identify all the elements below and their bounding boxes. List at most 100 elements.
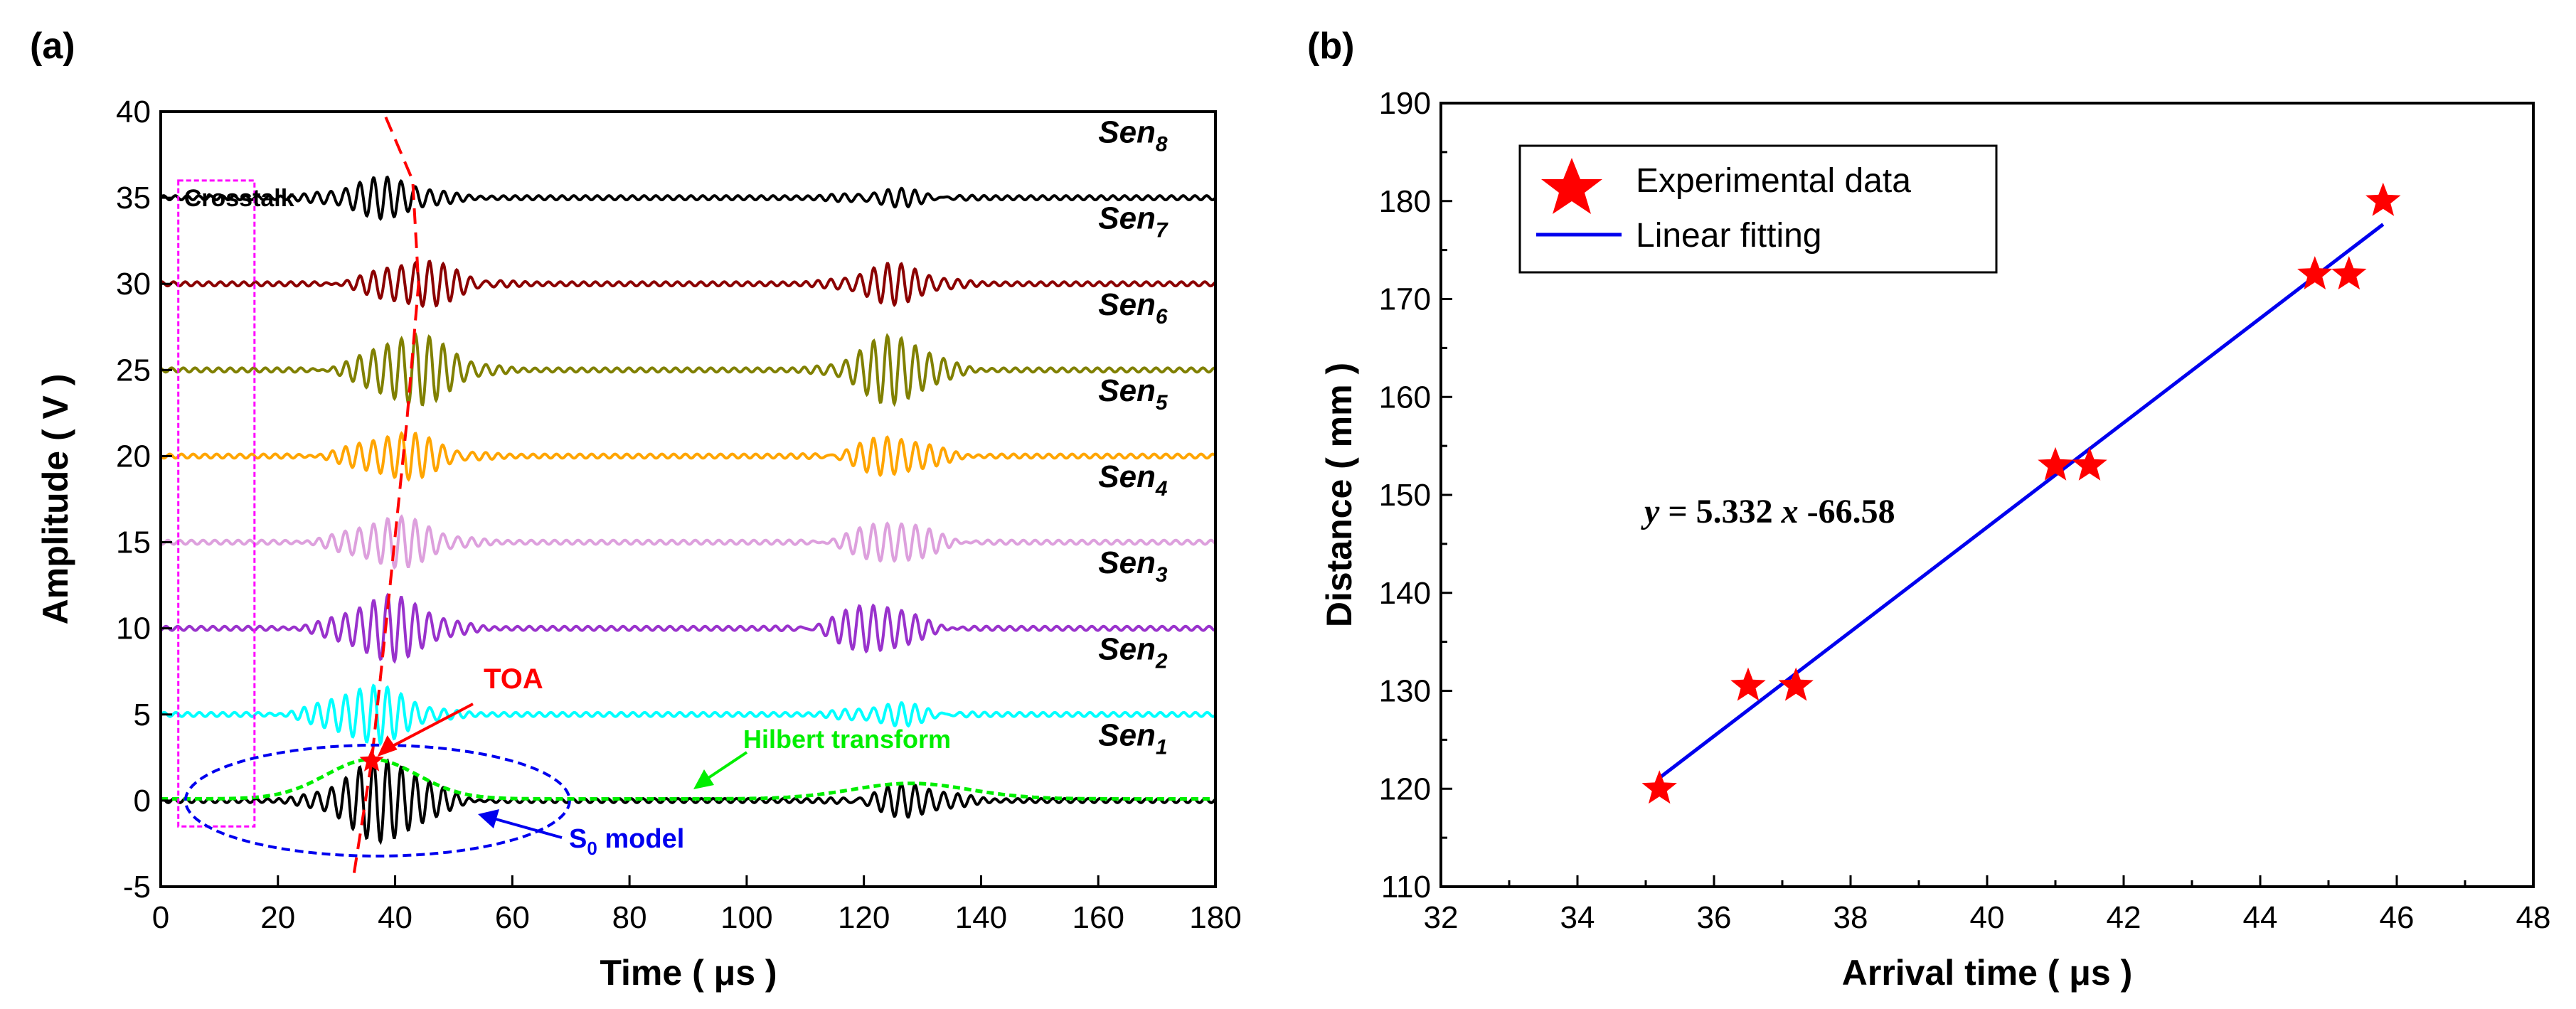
y-tick-label-a: 25: [116, 353, 151, 388]
plot-frame-a: [159, 110, 1217, 888]
y-tick-label-a: 40: [116, 95, 151, 129]
sensor-label-name: Sen: [1098, 115, 1156, 150]
x-tick-label-b: 40: [1970, 900, 2005, 935]
legend: Experimental data Linear fitting: [1518, 144, 1998, 274]
y-tick-label-b: 180: [1379, 184, 1431, 219]
sensor-label-7: Sen7: [1098, 201, 1169, 242]
data-point: [2038, 447, 2073, 481]
data-point: [2331, 256, 2367, 290]
linear-fit-line: [1658, 223, 2385, 779]
x-tick-label-b: 48: [2516, 900, 2551, 935]
fit-line-group: [1658, 223, 2385, 779]
sensor-label-1: Sen1: [1098, 717, 1167, 759]
sensor-label-4: Sen4: [1098, 459, 1168, 501]
y-tick-label-a: 35: [116, 181, 151, 215]
x-axis-label-a: Time ( μs ): [600, 953, 777, 993]
hilbert-label: Hilbert transform: [743, 725, 951, 754]
eq-mid: = 5.332: [1659, 493, 1781, 530]
sensor-traces: [159, 175, 1217, 845]
sensor-label-sub: 5: [1156, 391, 1169, 415]
legend-scatter-label: Experimental data: [1636, 162, 1911, 200]
y-tick-label-b: 170: [1379, 282, 1431, 317]
toa-arrow-line: [382, 703, 474, 752]
x-tick-label-a: 20: [260, 900, 295, 935]
y-tick-label-a: 0: [134, 784, 151, 818]
y-axis-label-b: Distance ( mm ): [1319, 363, 1359, 627]
s0-label-sub: 0: [587, 838, 597, 859]
legend-line-label: Linear fitting: [1636, 217, 1822, 255]
sensor-label-sub: 7: [1156, 219, 1169, 242]
panel-a-label: (a): [30, 26, 75, 67]
eq-x: x: [1781, 493, 1799, 530]
toa-marker: [359, 748, 384, 772]
sensor-label-sub: 1: [1156, 735, 1168, 759]
data-point: [1641, 770, 1677, 804]
y-tick-label-a: 15: [116, 525, 151, 560]
x-tick-label-b: 34: [1560, 900, 1595, 935]
fit-equation: y = 5.332 x -66.58: [1641, 493, 1895, 530]
y-tick-label-b: 110: [1381, 870, 1431, 904]
x-tick-label-b: 44: [2243, 900, 2278, 935]
sensor-label-sub: 6: [1156, 305, 1168, 329]
ticks-b: 32 34 36 38 40 42 44 46 48 110 120 130 140 150 160 170 1…: [1379, 86, 2551, 935]
panel-b: 32 34 36 38 40 42 44 46 48 110 120 130 140 150 160 170 1…: [1319, 86, 2550, 993]
trace-sen-6: [159, 332, 1216, 407]
y-tick-label-b: 140: [1379, 576, 1431, 611]
legend-star-marker: [1541, 158, 1602, 214]
x-tick-label-a: 120: [838, 900, 890, 935]
data-point: [2072, 447, 2107, 481]
x-tick-label-b: 42: [2107, 900, 2141, 935]
data-point: [1778, 667, 1814, 701]
data-point: [1730, 667, 1766, 701]
x-tick-label-b: 38: [1833, 900, 1868, 935]
trace-sen-7: [160, 260, 1217, 309]
toa-label: TOA: [484, 663, 543, 695]
s0-label: S0 model: [569, 824, 684, 859]
crosstalk-box: [177, 179, 256, 828]
sensor-label-sub: 3: [1156, 563, 1168, 587]
y-tick-label-a: 30: [116, 267, 151, 301]
sensor-label-name: Sen: [1098, 287, 1156, 322]
x-tick-label-b: 46: [2380, 900, 2415, 935]
sensor-label-name: Sen: [1098, 201, 1156, 236]
legend-box: [1518, 144, 1998, 274]
y-tick-label-a: 5: [134, 698, 151, 732]
x-tick-label-a: 180: [1189, 900, 1241, 935]
hilbert-arrow-head: [693, 769, 714, 789]
x-tick-label-a: 60: [495, 900, 530, 935]
trace-sen-3: [160, 592, 1216, 664]
y-tick-label-a: 10: [116, 612, 151, 646]
sensor-label-3: Sen3: [1098, 545, 1168, 587]
overlays-a: Crosstalk S0 model Hilbert transform TOA: [161, 111, 1215, 873]
s0-label-suffix: model: [597, 824, 684, 854]
x-tick-label-a: 100: [720, 900, 772, 935]
sensor-label-6: Sen6: [1098, 287, 1168, 329]
sensor-label-2: Sen2: [1098, 631, 1168, 673]
panel-b-label: (b): [1307, 26, 1354, 67]
trace-sen-5: [159, 431, 1217, 482]
x-tick-label-b: 32: [1424, 900, 1459, 935]
data-point: [2365, 182, 2401, 216]
sensor-label-5: Sen5: [1098, 373, 1169, 415]
x-tick-label-a: 0: [152, 900, 169, 935]
trace-sen-1: [159, 757, 1217, 845]
x-tick-label-a: 140: [955, 900, 1007, 935]
x-tick-label-a: 80: [612, 900, 647, 935]
trace-sen-8: [159, 175, 1217, 221]
x-tick-label-b: 36: [1697, 900, 1732, 935]
sensor-label-name: Sen: [1098, 717, 1156, 752]
y-tick-label-b: 190: [1379, 86, 1431, 121]
s0-label-main: S: [569, 824, 587, 854]
y-tick-label-b: 120: [1379, 772, 1431, 806]
toa-arrow-head: [377, 735, 398, 757]
y-tick-label-a: -5: [123, 870, 151, 904]
sensor-label-sub: 8: [1156, 133, 1168, 156]
eq-rest: -66.58: [1799, 493, 1895, 530]
data-point: [2297, 256, 2333, 290]
sensor-label-name: Sen: [1098, 631, 1156, 666]
eq-y: y: [1641, 493, 1660, 530]
sensor-label-sub: 2: [1155, 649, 1168, 673]
y-axis-label-a: Amplitude ( V ): [36, 374, 75, 625]
